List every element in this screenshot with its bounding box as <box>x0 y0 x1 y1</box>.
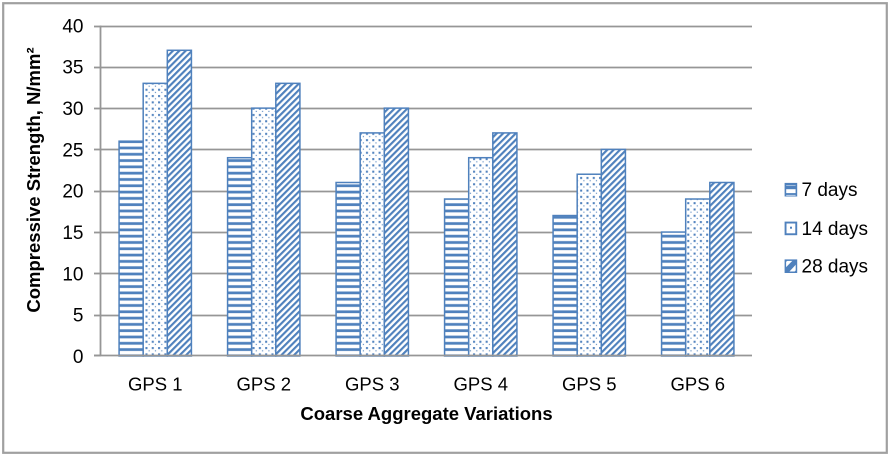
svg-text:5: 5 <box>73 306 84 327</box>
svg-text:GPS 2: GPS 2 <box>237 374 292 395</box>
svg-text:28 days: 28 days <box>802 257 869 278</box>
svg-text:0: 0 <box>73 347 84 368</box>
svg-text:20: 20 <box>62 182 83 203</box>
svg-text:GPS 5: GPS 5 <box>562 374 617 395</box>
svg-text:GPS 6: GPS 6 <box>671 374 726 395</box>
svg-text:Compressive Strength, N/mm²: Compressive Strength, N/mm² <box>23 47 44 312</box>
svg-text:35: 35 <box>62 58 83 79</box>
svg-text:40: 40 <box>62 16 83 37</box>
svg-text:10: 10 <box>62 264 83 285</box>
svg-text:GPS 3: GPS 3 <box>345 374 400 395</box>
svg-text:14 days: 14 days <box>802 219 869 240</box>
svg-text:Coarse Aggregate Variations: Coarse Aggregate Variations <box>300 403 552 424</box>
svg-text:15: 15 <box>62 223 83 244</box>
svg-text:GPS 4: GPS 4 <box>454 374 509 395</box>
svg-text:7 days: 7 days <box>802 180 858 201</box>
svg-text:30: 30 <box>62 99 83 120</box>
svg-text:25: 25 <box>62 140 83 161</box>
svg-text:GPS 1: GPS 1 <box>128 374 183 395</box>
